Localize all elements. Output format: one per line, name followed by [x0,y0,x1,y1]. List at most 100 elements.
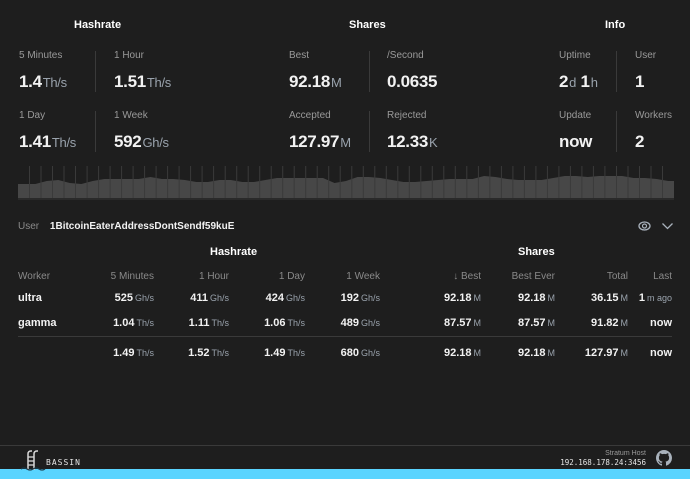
group-header-shares: Shares [518,246,555,258]
sparkline-chart [18,166,674,198]
stat-shares-per-second: /Second 0.0635 [387,50,438,92]
stat-hashrate-5min: 5 Minutes 1.4Th/s [19,50,67,92]
water-band [0,469,690,479]
cell-1hour: 411 Gh/s [190,292,229,304]
cell-1day: 1.06 Th/s [264,317,305,329]
table-row[interactable]: ultra 525 Gh/s 411 Gh/s 424 Gh/s 192 Gh/s 92… [18,292,672,308]
stat-value: 0.0635 [387,72,438,91]
footer-divider [0,445,690,446]
stat-shares-accepted: Accepted 127.97M [289,110,351,152]
stat-value: 1.41 [19,132,51,151]
hashrate-title: Hashrate [74,19,122,31]
divider [95,111,96,152]
cell-1day: 424 Gh/s [265,292,305,304]
user-row-actions [638,220,674,235]
info-title: Info [605,19,626,31]
stat-value: 127.97 [289,132,340,151]
cell-1week: 489 Gh/s [340,317,380,329]
stat-unit: M [340,135,351,150]
uptime-hours: 1 [580,72,590,91]
stat-hashrate-1week: 1 Week 592Gh/s [114,110,169,152]
cell-1hour: 1.11 Th/s [188,317,229,329]
uptime-days: 2 [559,72,569,91]
divider [369,111,370,152]
stat-label: Best [289,50,310,61]
stat-label: Accepted [289,110,331,121]
stat-label: Rejected [387,110,427,121]
stat-label: 1 Day [19,110,46,121]
cell-5min: 525 Gh/s [114,292,154,304]
total-5min: 1.49 Th/s [113,347,154,359]
cell-best: 92.18 M [443,292,481,304]
stat-shares-rejected: Rejected 12.33K [387,110,438,152]
uptime-hours-unit: h [590,75,598,90]
total-total: 127.97 M [584,347,628,359]
col-best-ever[interactable]: Best Ever [511,271,555,282]
col-1day[interactable]: 1 Day [278,271,305,282]
stat-value: 2 [635,132,645,151]
col-last[interactable]: Last [653,271,672,282]
total-1hour: 1.52 Th/s [188,347,229,359]
stat-label: 5 Minutes [19,50,63,61]
stat-label: /Second [387,50,424,61]
stat-hashrate-1hour: 1 Hour 1.51Th/s [114,50,171,92]
stat-value: 1.4 [19,72,42,91]
user-address[interactable]: 1BitcoinEaterAddressDontSendf59kuE [49,221,235,232]
divider [616,111,617,152]
shares-title: Shares [349,19,386,31]
brand-name: BASSIN [46,458,81,467]
stat-value: 1 [635,72,645,91]
cell-best: 87.57 M [443,317,481,329]
divider [369,51,370,92]
stat-label: Update [559,110,592,121]
stat-label: 1 Week [114,110,148,121]
total-best: 92.18 M [443,347,481,359]
worker-name: gamma [18,317,57,329]
col-5min[interactable]: 5 Minutes [110,271,154,282]
stat-value: 592 [114,132,142,151]
table-header-row: Worker 5 Minutes 1 Hour 1 Day 1 Week ↓ B… [18,271,672,287]
col-worker[interactable]: Worker [18,271,51,282]
stat-hashrate-1day: 1 Day 1.41Th/s [19,110,76,152]
user-row: User 1BitcoinEaterAddressDontSendf59kuE [18,221,674,235]
stat-value: 12.33 [387,132,429,151]
stat-value: now [559,132,593,151]
stat-unit: Th/s [146,75,171,90]
cell-total: 91.82 M [590,317,628,329]
table-totals-row: 1.49 Th/s 1.52 Th/s 1.49 Th/s 680 Gh/s 92.18… [18,347,672,363]
github-icon[interactable] [656,450,672,466]
stat-label: Workers [635,110,673,121]
chevron-down-icon[interactable] [661,220,674,235]
stratum-host-label: Stratum Host [605,450,646,457]
table-row[interactable]: gamma 1.04 Th/s 1.11 Th/s 1.06 Th/s 489 Gh/s… [18,317,672,333]
stat-unit: M [331,75,342,90]
divider [95,51,96,92]
stat-value: 92.18 [289,72,331,91]
col-best-sorted[interactable]: ↓ Best [453,271,481,282]
stratum-host-value[interactable]: 192.168.178.24:3456 [560,458,646,467]
cell-best-ever: 87.57 M [517,317,555,329]
total-1week: 680 Gh/s [340,347,380,359]
col-1week[interactable]: 1 Week [346,271,380,282]
stat-user: User 1 [635,50,656,92]
stat-label: Uptime [559,50,591,61]
cell-1week: 192 Gh/s [340,292,380,304]
col-total[interactable]: Total [606,271,628,282]
col-1hour[interactable]: 1 Hour [198,271,229,282]
cell-total: 36.15 M [590,292,628,304]
eye-icon[interactable] [638,220,651,235]
worker-name: ultra [18,292,42,304]
divider [616,51,617,92]
stat-unit: Gh/s [142,135,169,150]
stat-unit: Th/s [51,135,76,150]
footer: BASSIN Stratum Host 192.168.178.24:3456 [0,445,690,479]
total-1day: 1.49 Th/s [264,347,305,359]
pool-ladder-icon [19,450,47,472]
stat-unit: Th/s [42,75,67,90]
stat-label: User [635,50,657,61]
sparkline-baseline [18,198,674,200]
hashrate-sparkline [18,166,674,200]
stat-update: Update now [559,110,592,152]
group-header-hashrate: Hashrate [210,246,258,258]
